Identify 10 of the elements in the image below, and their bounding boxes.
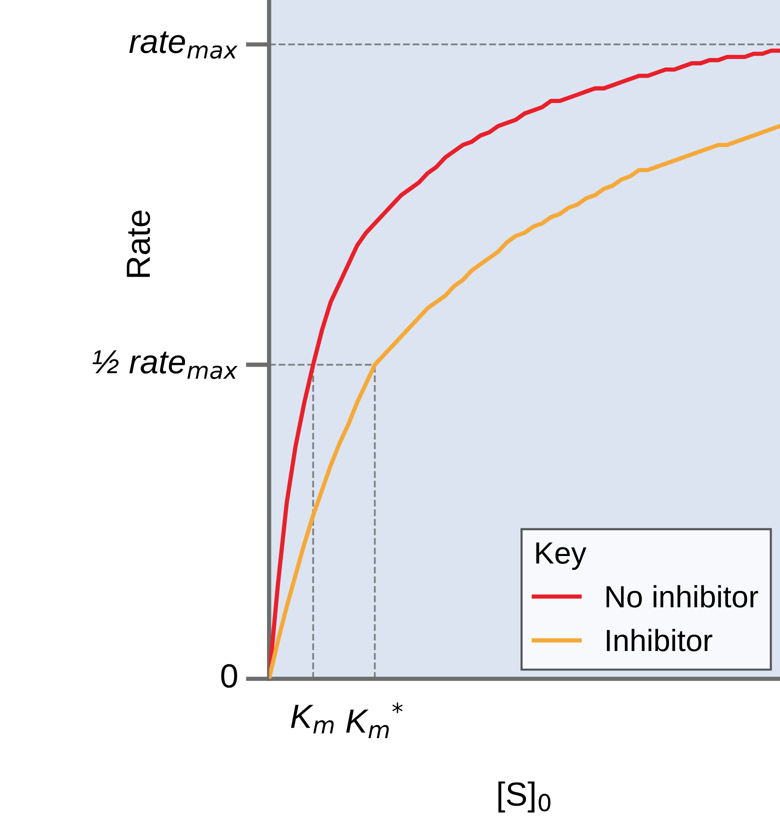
x-tick-label: K$_{m}$$^{*}$ (346, 702, 403, 738)
legend-label: No inhibitor (606, 585, 758, 608)
legend-label: Inhibitor (606, 628, 712, 652)
x-axis-title: [S]$_{0}$ (498, 781, 550, 813)
text: 0 (221, 664, 238, 688)
ref-line-label: rate$_{max}$ (129, 31, 238, 59)
legend-title: Key (536, 542, 586, 570)
y-axis-title: Rate (126, 210, 150, 277)
x-tick-label: K$_{m}$ (291, 704, 334, 734)
ref-line-label: ½ rate$_{max}$ (92, 350, 238, 380)
